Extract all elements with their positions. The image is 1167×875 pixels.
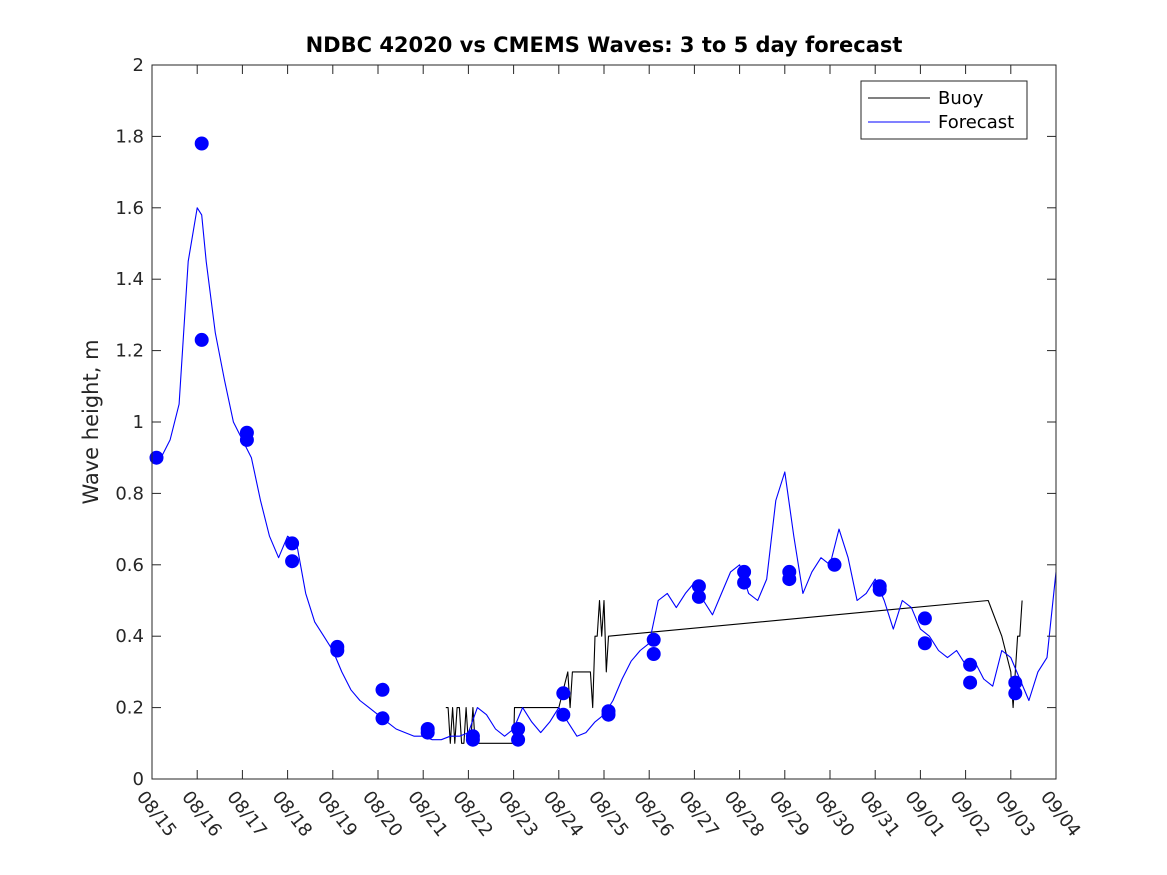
marker-layer [149,136,1023,747]
y-tick-label: 0.4 [115,626,144,647]
forecast-marker [556,707,571,722]
x-tick-label: 08/26 [629,787,677,841]
forecast-marker [285,554,300,569]
x-tick-label: 08/15 [132,787,180,841]
forecast-marker [872,582,887,597]
forecast-marker [917,636,932,651]
forecast-marker [646,647,661,661]
y-tick-label: 0.6 [115,555,144,576]
forecast-marker [917,611,932,626]
x-tick-label: 08/29 [765,787,813,841]
y-tick-label: 0.8 [115,483,144,504]
x-tick-label: 08/20 [358,787,406,841]
forecast-marker [737,575,752,590]
forecast-marker [691,589,706,604]
legend: Buoy Forecast [860,80,1028,140]
y-axis-label: Wave height, m [79,339,103,504]
y-tick-label: 1.2 [115,341,144,362]
forecast-marker [330,643,345,658]
x-tick-label: 08/22 [448,787,496,841]
forecast-marker [149,450,164,465]
x-tick-label: 08/23 [494,787,542,841]
x-tick-label: 08/25 [584,787,632,841]
forecast-marker [194,332,209,347]
forecast-marker [239,432,254,447]
plot-area [152,65,1056,779]
y-tick-label: 0 [133,769,144,790]
forecast-marker [827,557,842,572]
x-tick-label: 09/04 [1036,787,1084,841]
x-tick-label: 08/18 [268,787,316,841]
x-tick-label: 08/16 [177,787,225,841]
legend-forecast-label: Forecast [938,112,1014,133]
x-tick-label: 08/30 [810,787,858,841]
forecast-marker [601,707,616,722]
chart-title: NDBC 42020 vs CMEMS Waves: 3 to 5 day fo… [306,33,903,57]
y-tick-label: 2 [133,55,144,76]
forecast-marker [194,136,209,151]
y-tick-label: 1.8 [115,126,144,147]
y-axis: 0 0.2 0.4 0.6 0.8 1 1.2 1.4 1.6 1.8 2 [115,55,1056,790]
forecast-marker [963,675,978,690]
x-tick-label: 08/28 [720,787,768,841]
forecast-marker [782,572,797,587]
forecast-marker [420,725,435,740]
x-tick-label: 09/01 [900,787,948,841]
forecast-marker [465,732,480,747]
forecast-marker [285,536,300,551]
forecast-marker [556,686,571,701]
x-tick-label: 08/21 [403,787,451,841]
forecast-marker [963,657,978,672]
y-tick-label: 0.2 [115,698,144,719]
x-tick-label: 08/27 [674,787,722,841]
x-tick-label: 08/24 [539,787,587,841]
x-tick-label: 08/31 [855,787,903,841]
forecast-marker [1008,686,1023,701]
legend-buoy-label: Buoy [938,88,984,109]
y-tick-label: 1 [133,412,144,433]
legend-box [860,80,1028,140]
y-tick-label: 1.4 [115,269,144,290]
x-tick-label: 08/19 [313,787,361,841]
y-tick-label: 1.6 [115,198,144,219]
forecast-marker [646,632,661,647]
forecast-marker [511,732,526,747]
forecast-marker [375,682,390,697]
forecast-marker [375,711,390,726]
x-tick-label: 09/02 [946,787,994,841]
x-tick-label: 09/03 [991,787,1039,841]
x-tick-label: 08/17 [222,787,270,841]
